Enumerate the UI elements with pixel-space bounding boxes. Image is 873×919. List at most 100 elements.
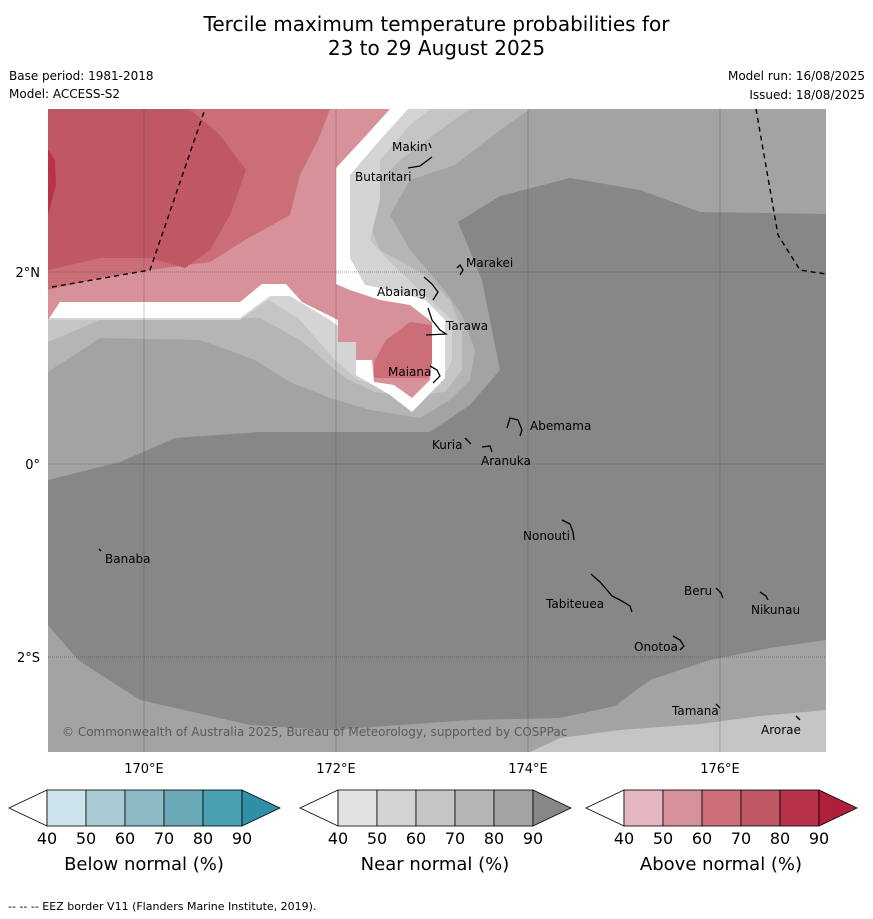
above-colorbar-tick: 80 xyxy=(770,829,790,848)
label-abaiang: Abaiang xyxy=(377,285,426,299)
above-colorbar-segment xyxy=(779,789,820,827)
label-tabiteuea: Tabiteuea xyxy=(545,597,604,611)
lon-label-176e: 176°E xyxy=(700,762,740,777)
gridlines xyxy=(48,109,826,752)
island-nonouti xyxy=(561,519,575,541)
colorbar-near-normal: 40 50 60 70 80 90 xyxy=(299,789,572,848)
below-colorbar-tick: 50 xyxy=(76,829,96,848)
eez-footer-note: -- -- -- EEZ border V11 (Flanders Marine… xyxy=(8,900,317,913)
above-colorbar-tick: 50 xyxy=(653,829,673,848)
near-colorbar-tick: 60 xyxy=(406,829,426,848)
island-kuria xyxy=(464,437,472,445)
near-colorbar-extend-high xyxy=(532,789,572,827)
lon-label-172e: 172°E xyxy=(316,762,356,777)
above-colorbar-tick: 90 xyxy=(809,829,829,848)
island-marakei xyxy=(456,263,464,276)
island-nikunau xyxy=(759,591,769,601)
copyright-note: © Commonwealth of Australia 2025, Bureau… xyxy=(62,725,567,739)
eez-border xyxy=(51,108,827,288)
island-tarawa xyxy=(425,307,448,336)
label-maiana: Maiana xyxy=(388,365,431,379)
lon-label-170e: 170°E xyxy=(124,762,164,777)
label-abemama: Abemama xyxy=(530,419,591,433)
label-onotoa: Onotoa xyxy=(634,640,678,654)
lat-label-2s: 2°S xyxy=(17,651,40,666)
island-maiana xyxy=(429,365,441,384)
above-colorbar-segment xyxy=(623,789,664,827)
near-normal-70-80-south xyxy=(48,625,826,752)
near-colorbar-segment xyxy=(454,789,495,827)
label-marakei: Marakei xyxy=(466,256,513,270)
near-colorbar-extend-low xyxy=(299,789,339,827)
above-normal-70-80 xyxy=(48,150,56,215)
island-butaritari xyxy=(407,156,433,169)
map-title: Tercile maximum temperature probabilitie… xyxy=(0,12,873,60)
below-normal-label: Below normal (%) xyxy=(64,854,224,875)
below-colorbar-tick: 60 xyxy=(115,829,135,848)
near-colorbar-segment xyxy=(376,789,417,827)
island-abaiang xyxy=(423,276,439,301)
above-colorbar-tick: 40 xyxy=(614,829,634,848)
label-tamana: Tamana xyxy=(671,704,719,718)
below-colorbar-segment xyxy=(163,789,204,827)
lon-label-174e: 174°E xyxy=(508,762,548,777)
base-period: Base period: 1981-2018 xyxy=(9,69,154,83)
near-colorbar-tick: 50 xyxy=(367,829,387,848)
label-aranuka: Aranuka xyxy=(481,454,531,468)
label-makin: Makin xyxy=(392,140,428,154)
below-colorbar-segment xyxy=(124,789,165,827)
near-colorbar-tick: 80 xyxy=(484,829,504,848)
above-colorbar-tick: 70 xyxy=(731,829,751,848)
island-tabiteuea xyxy=(590,573,633,613)
title-line-1: Tercile maximum temperature probabilitie… xyxy=(203,12,670,36)
above-normal-50-60-maiana xyxy=(374,322,432,378)
below-colorbar-tick: 90 xyxy=(232,829,252,848)
colorbar-above-normal: 40 50 60 70 80 90 xyxy=(585,789,858,848)
island-aranuka xyxy=(481,445,493,453)
below-colorbar-segment xyxy=(46,789,87,827)
below-colorbar-tick: 70 xyxy=(154,829,174,848)
probability-contours xyxy=(48,109,826,752)
label-tarawa: Tarawa xyxy=(445,319,488,333)
lat-label-2n: 2°N xyxy=(16,266,41,281)
below-colorbar-segment xyxy=(85,789,126,827)
island-makin xyxy=(428,142,432,149)
label-nikunau: Nikunau xyxy=(751,603,800,617)
above-colorbar-segment xyxy=(701,789,742,827)
label-beru: Beru xyxy=(684,584,712,598)
model-name: Model: ACCESS-S2 xyxy=(9,87,121,101)
above-normal-60-70 xyxy=(48,109,246,270)
above-colorbar-extend-low xyxy=(585,789,625,827)
below-colorbar-extend-low xyxy=(8,789,48,827)
label-arorae: Arorae xyxy=(761,723,801,737)
near-normal-60-70-south xyxy=(530,710,826,752)
label-banaba: Banaba xyxy=(105,552,151,566)
island-beru xyxy=(715,587,724,599)
near-colorbar-segment xyxy=(493,789,534,827)
below-colorbar-extend-high xyxy=(241,789,281,827)
above-colorbar-segment xyxy=(740,789,781,827)
above-colorbar-segment xyxy=(662,789,703,827)
near-normal-label: Near normal (%) xyxy=(360,854,510,875)
below-colorbar-segment xyxy=(202,789,243,827)
colorbar-below-normal: 40 50 60 70 80 90 xyxy=(8,789,281,848)
lat-label-0: 0° xyxy=(25,458,40,473)
below-colorbar-tick: 80 xyxy=(193,829,213,848)
label-nonouti: Nonouti xyxy=(523,529,570,543)
label-kuria: Kuria xyxy=(432,438,463,452)
model-run: Model run: 16/08/2025 xyxy=(727,69,865,83)
island-arorae xyxy=(795,715,801,721)
island-onotoa xyxy=(672,635,685,651)
above-normal-label: Above normal (%) xyxy=(639,854,803,875)
title-line-2: 23 to 29 August 2025 xyxy=(327,36,546,60)
island-abemama xyxy=(506,417,523,437)
near-colorbar-segment xyxy=(337,789,378,827)
below-colorbar-tick: 40 xyxy=(37,829,57,848)
label-butaritari: Butaritari xyxy=(355,170,412,184)
island-banaba xyxy=(98,548,102,552)
issued-date: Issued: 18/08/2025 xyxy=(749,88,865,102)
island-tamana xyxy=(715,703,721,709)
above-colorbar-extend-high xyxy=(818,789,858,827)
near-colorbar-tick: 70 xyxy=(445,829,465,848)
